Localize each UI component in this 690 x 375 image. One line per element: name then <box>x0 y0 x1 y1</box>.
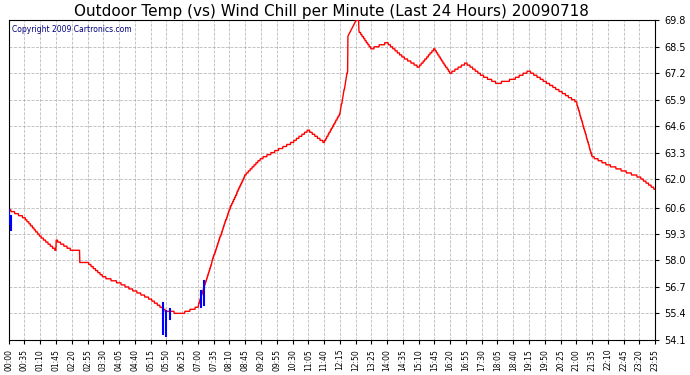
Title: Outdoor Temp (vs) Wind Chill per Minute (Last 24 Hours) 20090718: Outdoor Temp (vs) Wind Chill per Minute … <box>75 4 589 19</box>
Text: Copyright 2009 Cartronics.com: Copyright 2009 Cartronics.com <box>12 25 132 34</box>
